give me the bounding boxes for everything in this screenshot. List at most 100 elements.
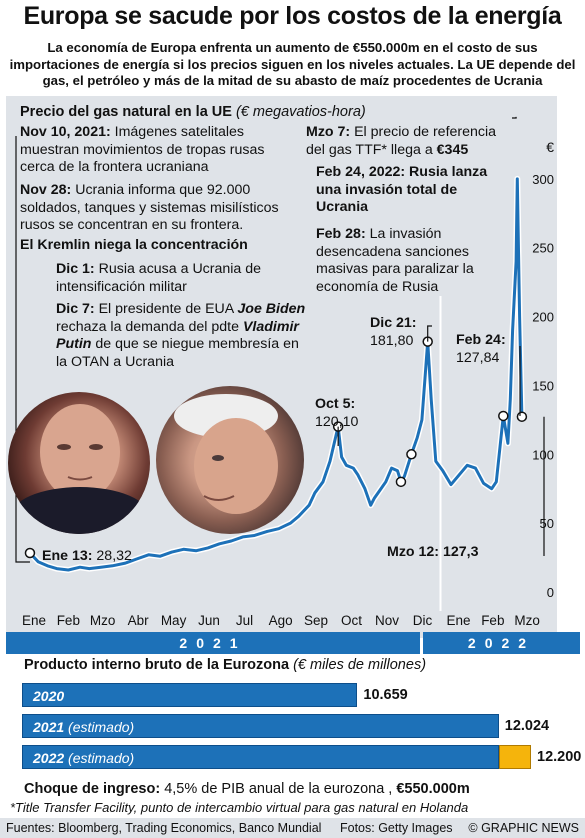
page-title: Europa se sacude por los costos de la en…	[23, 2, 562, 30]
gdp-bar-2021: 2021 (estimado)	[22, 714, 499, 738]
x-tick-label: Ene	[447, 613, 471, 628]
x-tick-label: Nov	[375, 613, 399, 628]
gdp-value-label: 12.024	[504, 718, 550, 734]
event-nov10: Nov 10, 2021: Imágenes satelitales muest…	[20, 124, 300, 177]
gdp-value-label: 10.659	[363, 687, 408, 703]
event-mzo7-date: Mzo 7:	[306, 124, 351, 140]
gas-price-chart-panel: Precio del gas natural en la UE (€ megav…	[6, 96, 557, 638]
putin-photo	[8, 392, 150, 534]
label-mzo12-text: Mzo 12: 127,3	[387, 544, 479, 560]
year-timeline: 2021 2022	[6, 632, 580, 654]
event-nov28-date: Nov 28:	[20, 182, 72, 198]
label-dic21-date: Dic 21:	[370, 315, 417, 331]
label-ene13: Ene 13: 28,32	[42, 548, 132, 566]
event-marker	[516, 411, 528, 422]
leader-mzo7	[512, 116, 517, 119]
event-nov10-date: Nov 10, 2021:	[20, 124, 111, 140]
biden-photo	[156, 386, 304, 534]
gas-price-chart: Precio del gas natural en la UE (€ megav…	[15, 104, 554, 628]
label-dic21: Dic 21: 181,80	[370, 315, 417, 350]
gdp-title-text: Producto interno bruto de la Eurozona	[24, 657, 290, 673]
event-dic7-name2: Vladimir Putin	[56, 318, 299, 353]
y-tick-label: 250	[532, 241, 554, 256]
x-tick-label: Jul	[236, 613, 253, 628]
income-shock-label: Choque de ingreso:	[24, 781, 161, 797]
event-dic7: Dic 7: El presidente de EUA Joe Biden re…	[56, 301, 306, 371]
gdp-bar-label: 2022 (estimado)	[33, 750, 135, 766]
gdp-increase-highlight	[498, 745, 531, 769]
event-dic7-text-a: El presidente de EUA	[98, 301, 234, 317]
x-tick-label: Abr	[128, 613, 150, 628]
income-shock-value: €550.000m	[396, 781, 470, 797]
label-feb24-date: Feb 24:	[456, 332, 506, 348]
gdp-bar-2022: 2022 (estimado)	[22, 745, 499, 769]
event-feb24-head: Feb 24, 2022: Rusia lanza una invasión t…	[316, 164, 491, 217]
label-oct5-date: Oct 5:	[315, 396, 356, 412]
leader-dic21	[427, 325, 432, 342]
event-nov28-text: Ucrania informa que 92.000 soldados, tan…	[20, 182, 279, 233]
x-tick-label: Ago	[269, 613, 293, 628]
x-tick-label: Mzo	[514, 613, 540, 628]
event-mzo7-value: €345	[436, 141, 469, 158]
event-feb24-head-text: Feb 24, 2022: Rusia lanza una invasión t…	[316, 164, 488, 215]
event-marker	[498, 410, 509, 422]
label-feb24: Feb 24: 127,84	[456, 332, 506, 367]
event-marker	[395, 476, 407, 488]
footer: Fuentes: Bloomberg, Trading Economics, B…	[0, 818, 585, 838]
event-mzo7-text: El precio de referencia del gas TTF* lle…	[306, 124, 497, 158]
label-dic21-value: 181,80	[370, 332, 414, 349]
gdp-chart-title: Producto interno bruto de la Eurozona (€…	[24, 657, 426, 673]
year-2021-label: 2021	[179, 635, 247, 651]
x-tick-label: Feb	[57, 613, 80, 628]
gdp-title-unit: (€ miles de millones)	[293, 657, 427, 673]
income-shock: Choque de ingreso: 4,5% de PIB anual de …	[24, 781, 470, 797]
gas-chart-title: Precio del gas natural en la UE (€ megav…	[20, 104, 366, 120]
footer-credit: © GRAPHIC NEWS	[468, 821, 579, 835]
footer-photos: Fotos: Getty Images	[340, 821, 453, 835]
event-feb28: Feb 28: La invasión desencadena sancione…	[316, 226, 516, 296]
label-ene13-date: Ene 13:	[42, 548, 93, 564]
event-marker	[406, 449, 417, 460]
y-tick-label: 150	[532, 378, 554, 393]
y-tick-label: 0	[547, 585, 554, 600]
putin-face-icon	[10, 404, 150, 534]
y-tick-label: 100	[532, 447, 554, 462]
income-shock-text: 4,5% de PIB anual de la eurozona ,	[164, 781, 393, 797]
y-tick-label: 200	[532, 310, 554, 325]
x-tick-label: Dic	[413, 613, 433, 628]
x-tick-label: Ene	[22, 613, 46, 628]
event-feb28-text: La invasión desencadena sanciones masiva…	[316, 226, 474, 295]
event-feb28-date: Feb 28:	[316, 226, 366, 242]
event-mzo7: Mzo 7: El precio de referencia del gas T…	[306, 124, 506, 159]
label-ene13-value: 28,32	[96, 548, 132, 564]
event-dic1-text: Rusia acusa a Ucrania de intensificación…	[56, 261, 262, 295]
x-tick-label: May	[161, 613, 187, 628]
x-tick-label: Feb	[481, 613, 504, 628]
event-dic1-date: Dic 1:	[56, 261, 95, 277]
x-tick-label: Oct	[341, 613, 362, 628]
label-feb24-value: 127,84	[456, 349, 500, 366]
label-oct5-value: 120,10	[315, 413, 359, 430]
x-tick-label: Jun	[198, 613, 220, 628]
year-bar-2022: 2022	[423, 632, 580, 654]
x-tick-label: Mzo	[90, 613, 116, 628]
y-axis-unit: €	[546, 139, 554, 155]
event-dic7-text-c: de que se niegue membresía en la OTAN a …	[56, 336, 299, 370]
event-dic7-name1: Joe Biden	[237, 301, 306, 317]
event-nov10-text: Imágenes satelitales muestran movimiento…	[20, 124, 265, 175]
gdp-bar-label: 2020	[33, 688, 65, 704]
x-tick-label: Sep	[304, 613, 328, 628]
biden-face-icon	[174, 394, 278, 514]
gdp-bar-2020: 2020	[22, 683, 358, 707]
y-tick-label: 50	[540, 516, 554, 531]
event-dic7-date: Dic 7:	[56, 301, 95, 317]
year-bar-2021: 2021	[6, 632, 420, 654]
gdp-bar-label: 2021 (estimado)	[33, 719, 135, 735]
page-subtitle: La economía de Europa enfrenta un aument…	[9, 40, 576, 88]
label-oct5: Oct 5: 120,10	[315, 396, 358, 431]
event-dic1: Dic 1: Rusia acusa a Ucrania de intensif…	[56, 261, 296, 296]
event-kremlin: El Kremlin niega la concentración	[20, 237, 248, 255]
event-marker	[24, 547, 36, 559]
event-kremlin-text: El Kremlin niega la concentración	[20, 237, 248, 253]
y-tick-label: 300	[532, 172, 554, 187]
